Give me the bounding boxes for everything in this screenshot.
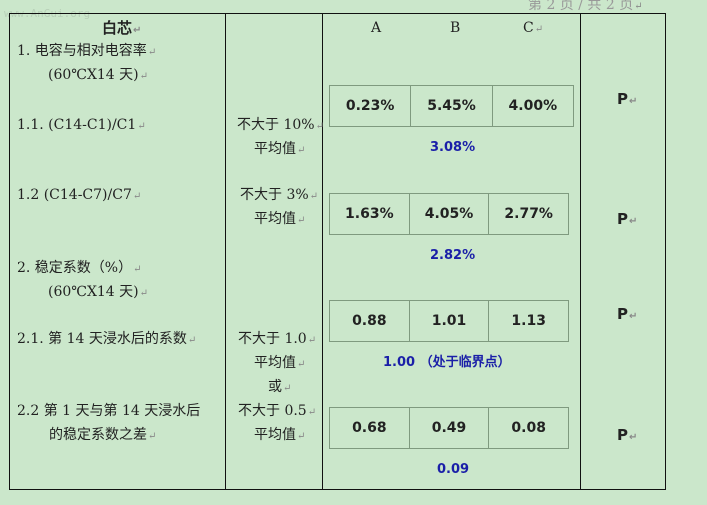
column-divider	[580, 13, 581, 490]
section-1-title: 1. 电容与相对电容率	[17, 42, 156, 62]
row-2-1-spec-or: 或	[268, 378, 291, 398]
section-1-condition: (60℃X14 天)	[48, 66, 148, 86]
table-border-right	[665, 13, 666, 490]
row-2-1-label: 2.1. 第 14 天浸水后的系数	[17, 330, 196, 350]
row-2-1-result: P	[617, 305, 637, 326]
value-b: 5.45%	[411, 86, 493, 126]
column-divider	[225, 13, 226, 490]
section-2-condition: (60℃X14 天)	[48, 283, 148, 303]
row-1-1-label: 1.1. (C14-C1)/C1	[17, 116, 146, 136]
col-header-b: B	[450, 20, 461, 36]
row-2-1-values: 0.88 1.01 1.13	[329, 300, 569, 342]
row-2-2-spec-avg: 平均值	[254, 426, 305, 446]
value-c: 2.77%	[504, 206, 553, 222]
row-1-1-values: 0.23% 5.45% 4.00%	[329, 85, 574, 127]
value-c: 0.08	[511, 420, 546, 436]
table-border-left	[9, 13, 10, 490]
value-a: 0.88	[330, 301, 410, 341]
row-2-2-label-cont: 的稳定系数之差	[49, 426, 156, 446]
value-b: 4.05%	[410, 194, 490, 234]
row-1-2-label: 1.2 (C14-C7)/C7	[17, 186, 141, 206]
page-indicator: 第 2 页 / 共 2 页	[528, 0, 643, 16]
row-2-1-average: 1.00 （处于临界点）	[383, 355, 511, 370]
row-1-1-result: P	[617, 90, 637, 111]
row-2-2-spec: 不大于 0.5	[238, 402, 316, 422]
row-1-2-spec: 不大于 3%	[240, 186, 318, 206]
value-b: 0.49	[410, 408, 490, 448]
value-a: 1.63%	[330, 194, 410, 234]
row-1-2-average: 2.82%	[430, 248, 476, 263]
row-1-1-spec-avg: 平均值	[254, 140, 305, 160]
row-1-2-spec-avg: 平均值	[254, 210, 305, 230]
row-2-1-spec: 不大于 1.0	[238, 330, 316, 350]
row-2-2-average: 0.09	[437, 462, 470, 477]
table-border-bottom	[9, 489, 666, 490]
value-c: 1.13	[511, 313, 546, 329]
row-1-2-values: 1.63% 4.05% 2.77%	[329, 193, 569, 235]
value-b: 1.01	[410, 301, 490, 341]
row-1-2-result: P	[617, 210, 637, 231]
row-2-1-spec-avg: 平均值	[254, 354, 305, 374]
row-2-2-result: P	[617, 426, 637, 447]
value-a: 0.23%	[330, 86, 412, 126]
col-header-a: A	[371, 20, 382, 36]
value-a: 0.68	[330, 408, 410, 448]
table-border-top	[9, 13, 666, 14]
value-c: 4.00%	[508, 98, 558, 114]
column-divider	[322, 13, 323, 490]
row-1-1-average: 3.08%	[430, 140, 476, 155]
header-title: 白芯	[102, 19, 141, 40]
row-2-2-values: 0.68 0.49 0.08	[329, 407, 569, 449]
section-2-title: 2. 稳定系数（%）	[17, 259, 142, 279]
row-2-2-label: 2.2 第 1 天与第 14 天浸水后	[17, 403, 201, 419]
row-1-1-spec: 不大于 10%	[237, 116, 324, 136]
col-header-c: C	[523, 19, 543, 39]
